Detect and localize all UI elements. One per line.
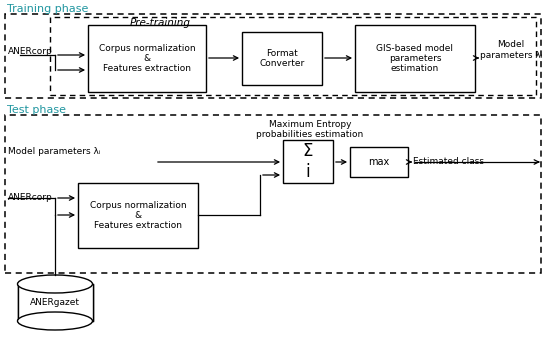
Text: Model
parameters λᵢ: Model parameters λᵢ: [480, 40, 542, 60]
Bar: [17, 284, 92, 321]
Text: Pre-training: Pre-training: [129, 18, 191, 28]
Text: Model parameters λᵢ: Model parameters λᵢ: [8, 146, 100, 156]
Text: Test phase: Test phase: [7, 105, 66, 115]
Text: Corpus normalization
&
Features extraction: Corpus normalization & Features extracti…: [99, 44, 195, 73]
Text: Maximum Entropy
probabilities estimation: Maximum Entropy probabilities estimation: [257, 120, 364, 139]
Bar: [5, 14, 541, 98]
Bar: [355, 25, 475, 92]
Bar: [242, 32, 322, 85]
Bar: [283, 140, 333, 183]
Bar: [350, 147, 408, 177]
Text: Training phase: Training phase: [7, 4, 88, 14]
Bar: [88, 25, 206, 92]
Ellipse shape: [17, 275, 92, 293]
Text: Corpus normalization
&
Features extraction: Corpus normalization & Features extracti…: [90, 201, 186, 231]
Text: Σ
i: Σ i: [302, 142, 313, 181]
Text: max: max: [369, 157, 390, 167]
Text: ANERgazet: ANERgazet: [30, 298, 80, 307]
Bar: [5, 115, 541, 273]
Text: ANERcorp: ANERcorp: [8, 193, 53, 203]
Text: ANERcorp: ANERcorp: [8, 48, 53, 56]
Bar: [50, 17, 536, 95]
Text: GIS-based model
parameters
estimation: GIS-based model parameters estimation: [377, 44, 454, 73]
Bar: [78, 183, 198, 248]
Text: Format
Converter: Format Converter: [259, 49, 305, 68]
Bar: [17, 284, 92, 321]
Ellipse shape: [17, 312, 92, 330]
Text: Estimated class: Estimated class: [413, 157, 484, 167]
